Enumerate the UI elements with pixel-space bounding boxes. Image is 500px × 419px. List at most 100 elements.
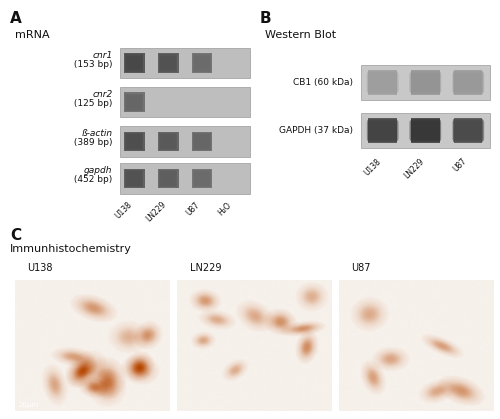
Text: 20μm: 20μm bbox=[18, 402, 39, 408]
Bar bbox=[410, 120, 441, 141]
Text: U138: U138 bbox=[362, 157, 382, 177]
Text: cnr1: cnr1 bbox=[92, 51, 112, 60]
Bar bbox=[162, 135, 175, 148]
Text: U87: U87 bbox=[451, 157, 468, 174]
Bar bbox=[452, 122, 484, 139]
Bar bbox=[360, 113, 490, 148]
Bar bbox=[410, 119, 440, 142]
Bar bbox=[411, 70, 440, 95]
Bar bbox=[360, 65, 490, 100]
Bar bbox=[192, 133, 211, 150]
Bar bbox=[368, 71, 398, 94]
Text: C: C bbox=[10, 228, 21, 243]
Bar bbox=[158, 169, 178, 188]
Bar bbox=[410, 121, 442, 140]
Text: GAPDH (37 kDa): GAPDH (37 kDa) bbox=[280, 126, 353, 135]
Bar bbox=[195, 135, 208, 148]
Bar bbox=[410, 72, 441, 93]
Bar bbox=[411, 118, 440, 143]
Bar bbox=[125, 54, 144, 72]
Bar bbox=[158, 132, 178, 151]
Text: (125 bp): (125 bp) bbox=[71, 99, 112, 108]
Bar bbox=[409, 122, 442, 139]
Bar bbox=[192, 169, 212, 188]
Bar bbox=[192, 54, 211, 72]
Bar bbox=[192, 132, 212, 151]
Bar bbox=[158, 53, 178, 73]
Bar bbox=[194, 56, 210, 70]
Bar bbox=[454, 70, 482, 95]
Bar bbox=[125, 93, 144, 111]
Bar bbox=[195, 57, 208, 69]
Text: U138: U138 bbox=[27, 263, 52, 272]
Bar bbox=[410, 73, 442, 92]
Bar bbox=[192, 170, 211, 187]
Bar bbox=[410, 71, 440, 94]
Text: CB1 (60 kDa): CB1 (60 kDa) bbox=[294, 78, 354, 87]
Bar bbox=[120, 87, 250, 117]
Bar bbox=[195, 172, 208, 185]
Bar bbox=[452, 73, 484, 92]
Bar bbox=[454, 71, 483, 94]
Text: Immunhistochemistry: Immunhistochemistry bbox=[10, 243, 132, 253]
Bar bbox=[454, 118, 482, 143]
Bar bbox=[452, 121, 484, 140]
Bar bbox=[125, 133, 144, 150]
Bar bbox=[159, 170, 178, 187]
Text: U87: U87 bbox=[185, 200, 202, 217]
Bar bbox=[162, 57, 175, 69]
Bar bbox=[120, 48, 250, 78]
Bar bbox=[124, 169, 144, 188]
Text: A: A bbox=[10, 11, 22, 26]
Bar bbox=[368, 118, 397, 143]
Text: H₂O: H₂O bbox=[216, 200, 233, 217]
Bar bbox=[159, 54, 178, 72]
Bar bbox=[126, 95, 142, 110]
Bar bbox=[126, 134, 142, 149]
Bar bbox=[366, 74, 399, 91]
Bar bbox=[162, 172, 175, 185]
Bar bbox=[366, 73, 398, 92]
Bar bbox=[366, 122, 399, 139]
Bar bbox=[120, 126, 250, 157]
Text: (153 bp): (153 bp) bbox=[71, 60, 112, 69]
Text: Western Blot: Western Blot bbox=[264, 30, 336, 40]
Text: LN229: LN229 bbox=[190, 263, 222, 272]
Bar bbox=[454, 119, 483, 142]
Text: ß-actin: ß-actin bbox=[82, 129, 112, 138]
Bar bbox=[159, 133, 178, 150]
Bar bbox=[194, 134, 210, 149]
Text: U87: U87 bbox=[352, 263, 371, 272]
Text: (389 bp): (389 bp) bbox=[71, 138, 112, 147]
Bar bbox=[124, 53, 144, 73]
Bar bbox=[367, 120, 398, 141]
Bar bbox=[128, 57, 141, 69]
Bar bbox=[160, 56, 176, 70]
Text: mRNA: mRNA bbox=[15, 30, 50, 40]
Bar bbox=[128, 135, 141, 148]
Bar bbox=[126, 56, 142, 70]
Bar bbox=[368, 119, 398, 142]
Text: LN229: LN229 bbox=[144, 200, 168, 224]
Text: U138: U138 bbox=[114, 200, 134, 221]
Text: LN229: LN229 bbox=[402, 157, 425, 180]
Bar bbox=[367, 72, 398, 93]
Bar bbox=[124, 132, 144, 151]
Text: (452 bp): (452 bp) bbox=[72, 175, 112, 184]
Bar bbox=[194, 171, 210, 186]
Bar bbox=[192, 53, 212, 73]
Bar bbox=[409, 74, 442, 91]
Bar bbox=[124, 93, 144, 112]
Text: B: B bbox=[260, 11, 272, 26]
Bar bbox=[452, 74, 484, 91]
Text: cnr2: cnr2 bbox=[92, 90, 112, 99]
Bar bbox=[453, 120, 484, 141]
Bar bbox=[160, 134, 176, 149]
Text: gapdh: gapdh bbox=[84, 166, 112, 175]
Bar bbox=[128, 96, 141, 109]
Bar bbox=[453, 72, 484, 93]
Bar bbox=[126, 171, 142, 186]
Bar bbox=[125, 170, 144, 187]
Bar bbox=[368, 70, 397, 95]
Bar bbox=[366, 121, 398, 140]
